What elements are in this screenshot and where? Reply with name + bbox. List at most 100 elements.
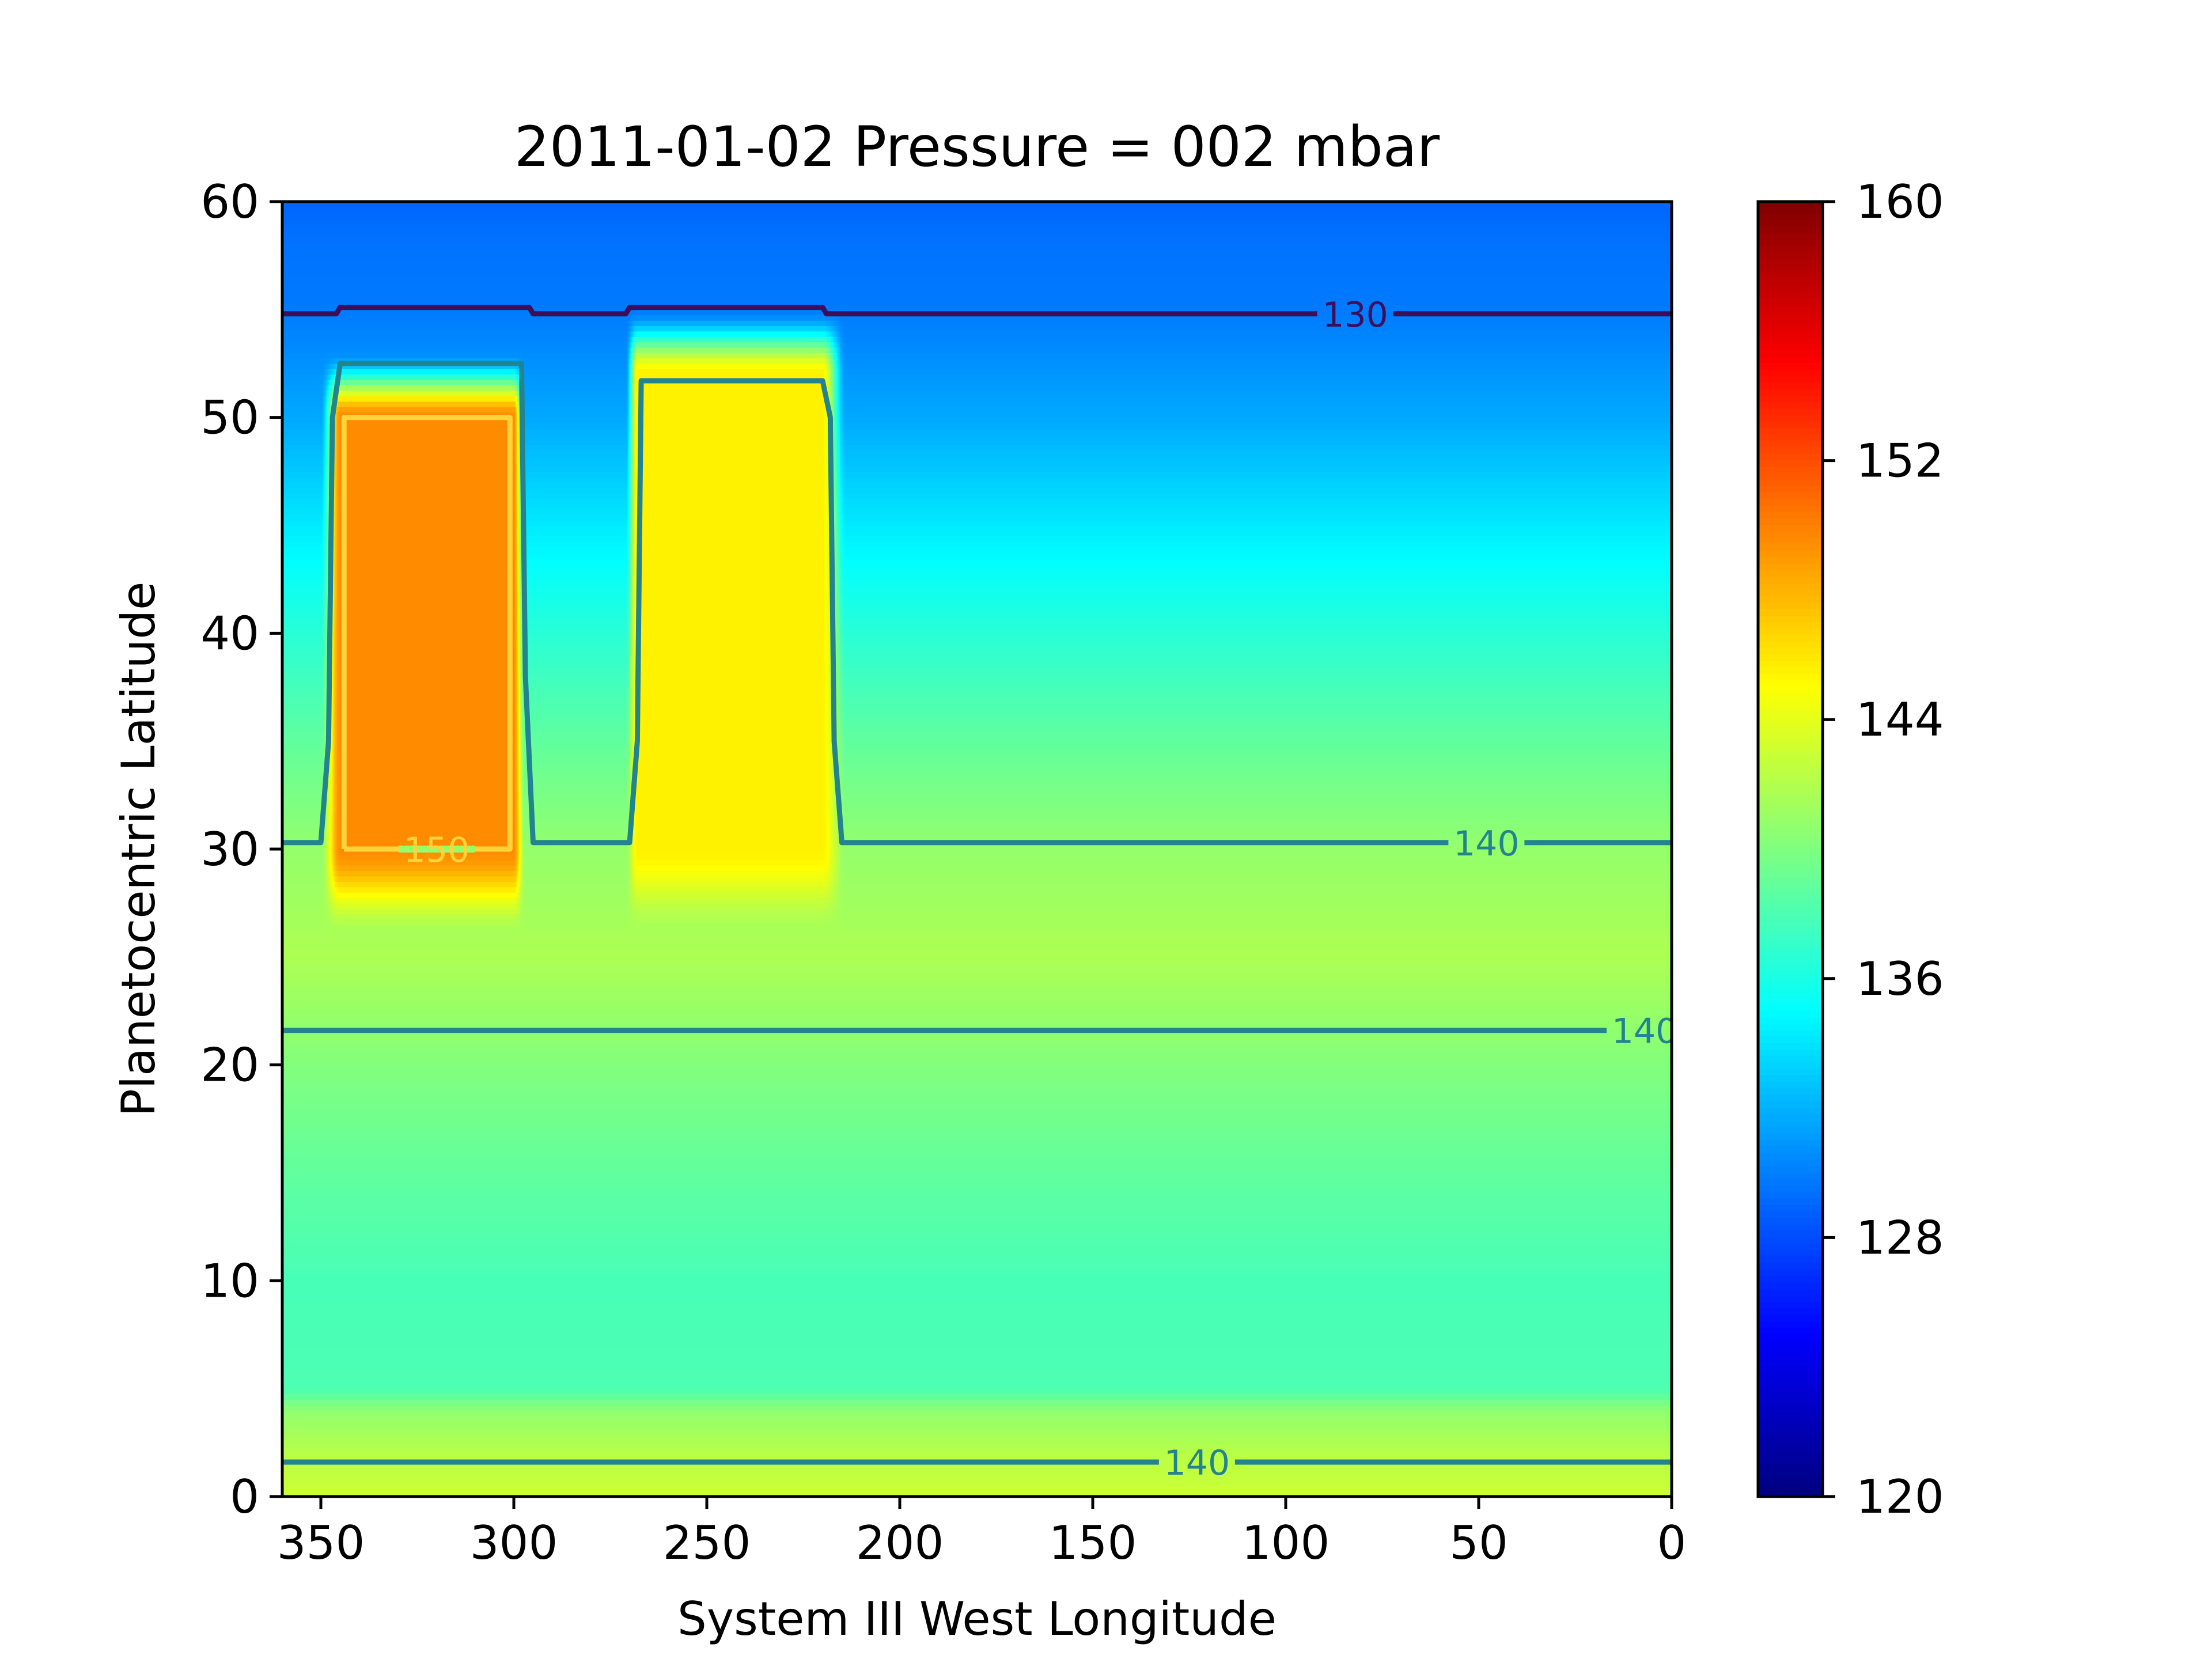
hot-region-fade [513, 400, 515, 407]
hot-region-fade [322, 465, 324, 472]
hot-region-fade [518, 427, 520, 434]
hot-region-fade [517, 379, 518, 386]
hot-region-fade [831, 908, 833, 914]
hot-region-fade [520, 573, 521, 580]
hot-region-fade [522, 352, 524, 359]
heatmap-band [282, 854, 1672, 861]
hot-region-fade [838, 741, 840, 747]
hot-region-fade [324, 616, 327, 623]
hot-region-fade [520, 514, 521, 521]
hot-region-fade [330, 352, 332, 359]
hot-region-fade [843, 757, 846, 763]
heatmap-band [282, 622, 1672, 628]
hot-region-fade [336, 681, 339, 688]
hot-region-fade [327, 476, 329, 483]
hot-region-fade [336, 919, 339, 925]
hot-region-fade [518, 525, 520, 531]
hot-region-fade [515, 719, 517, 726]
hot-region-fade [522, 671, 524, 677]
hot-region-fade [514, 427, 516, 434]
hot-region-fade [634, 832, 636, 839]
heatmap-band [282, 1329, 1672, 1335]
hot-region-fade [631, 849, 633, 855]
hot-region-fade [334, 719, 336, 726]
hot-region-fade [329, 400, 331, 407]
hot-region-fade [520, 600, 522, 607]
hot-region-fade [330, 751, 332, 758]
hot-region-fade [324, 843, 327, 850]
hot-region-fade [336, 514, 339, 521]
hot-region-fade [334, 649, 336, 656]
hot-region-fade [514, 660, 516, 666]
hot-region-band [637, 800, 823, 806]
hot-region-fade [634, 810, 636, 817]
hot-region-fade [334, 438, 336, 445]
hot-region-fade [324, 676, 327, 683]
hot-region-fade [338, 454, 340, 461]
hot-region-fade [335, 368, 338, 375]
hot-region-fade [524, 821, 526, 828]
hot-region-fade [517, 832, 519, 839]
hot-region-fade [321, 471, 323, 478]
hot-region-fade [515, 374, 517, 380]
hot-region-fade [328, 810, 330, 817]
hot-region-fade [331, 827, 334, 834]
hot-region-fade [328, 778, 330, 785]
hot-region-fade [339, 632, 341, 639]
hot-region-fade [334, 471, 336, 478]
hot-region-fade [329, 827, 331, 834]
hot-region-fade [323, 924, 325, 931]
heatmap-band [282, 703, 1672, 710]
heatmap-band [282, 1291, 1672, 1298]
hot-region-fade [515, 767, 517, 774]
hot-region-fade [832, 892, 835, 898]
hot-region-fade [520, 692, 522, 699]
hot-region-fade [338, 816, 340, 823]
hot-region-fade [515, 417, 517, 423]
hot-region-fade [635, 913, 637, 920]
hot-region-fade [517, 471, 518, 478]
hot-region-fade [325, 908, 328, 914]
hot-region-fade [521, 616, 523, 623]
hot-region-fade [515, 757, 517, 763]
hot-region-fade [339, 800, 341, 806]
hot-region-fade [831, 892, 833, 898]
hot-region-fade [831, 929, 833, 936]
hot-region-fade [519, 562, 521, 569]
hot-region-fade [842, 870, 844, 877]
hot-region-fade [514, 719, 516, 726]
hot-region-fade [324, 525, 327, 531]
hot-region-fade [520, 557, 521, 564]
hot-region-fade [332, 638, 335, 645]
hot-region-fade [515, 654, 517, 661]
hot-region-fade [631, 762, 633, 769]
hot-region-fade [520, 865, 521, 872]
hot-region-fade [323, 400, 325, 407]
hot-region-fade [322, 714, 324, 720]
hot-region-fade [630, 886, 631, 893]
hot-region-fade [522, 849, 524, 855]
hot-region-fade [327, 854, 329, 861]
hot-region-fade [628, 849, 630, 855]
hot-region-fade [335, 881, 338, 888]
hot-region-fade [321, 530, 323, 537]
hot-region-fade [516, 541, 518, 548]
hot-region-fade [840, 892, 843, 898]
hot-region-fade [514, 552, 516, 558]
hot-region-fade [517, 794, 518, 801]
hot-region-fade [515, 805, 517, 812]
hot-region-fade [516, 454, 518, 461]
hot-region-fade [519, 552, 521, 558]
hot-region-fade [334, 767, 336, 774]
hot-region-fade [515, 881, 517, 888]
hot-region-fade [338, 573, 340, 580]
hot-region-fade [834, 849, 836, 855]
hot-region-fade [520, 741, 522, 747]
hot-region-fade [627, 886, 628, 893]
hot-region-fade [335, 924, 338, 931]
hot-region-fade [335, 767, 338, 774]
hot-region-fade [330, 784, 332, 790]
hot-region-fade [840, 751, 843, 758]
hot-region-fade [829, 849, 832, 855]
hot-region-band [340, 422, 514, 429]
